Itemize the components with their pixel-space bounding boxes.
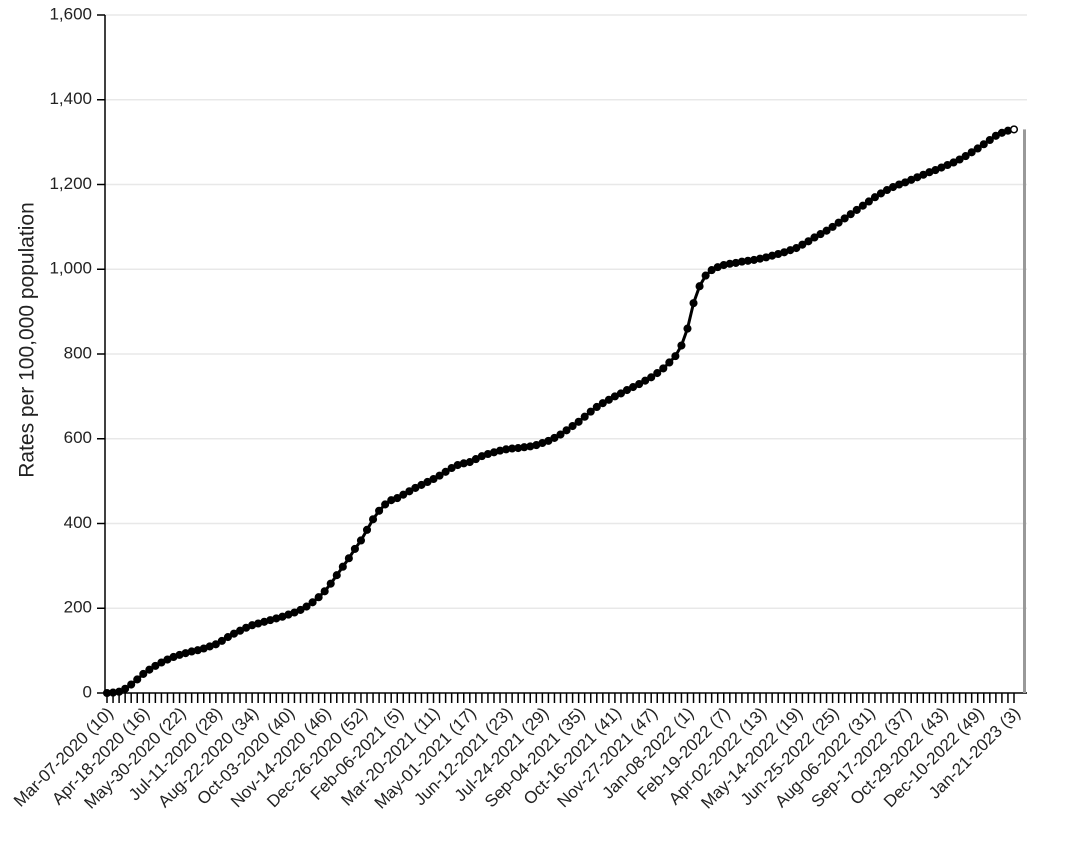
point [852,205,861,214]
point [598,399,607,408]
y-tick-label: 1,600 [49,4,92,23]
point [127,680,136,689]
point [375,506,384,515]
point [326,579,335,588]
y-axis-label: Rates per 100,000 population [16,202,39,478]
point [647,373,656,382]
point [689,299,698,308]
point [139,669,148,678]
point [350,544,359,553]
point [586,407,595,416]
point [435,471,444,480]
point [562,426,571,435]
point [1009,125,1019,134]
point [223,633,232,642]
point [979,140,988,149]
point [864,197,873,206]
y-tick-label: 1,000 [49,259,92,278]
y-tick-label: 1,400 [49,89,92,108]
point [677,341,686,350]
point [429,474,438,484]
point [344,554,353,563]
point [834,218,843,227]
point [332,571,341,580]
point [574,417,583,426]
y-tick-label: 0 [83,682,92,701]
point [211,640,220,649]
point [296,605,305,614]
point [338,562,347,571]
point [314,593,323,602]
point [604,395,613,404]
point [683,324,692,333]
point [145,665,154,674]
point [876,189,886,198]
point [665,358,674,367]
y-tick-label: 1,200 [49,174,92,193]
point [399,490,408,499]
point [393,494,402,503]
y-tick-label: 800 [64,343,92,362]
point [822,226,831,235]
point [356,536,366,545]
point [870,193,879,202]
point [556,430,565,439]
point [151,661,160,670]
point [362,525,372,534]
point [671,352,680,361]
point [653,369,662,378]
point [810,233,819,242]
y-tick-label: 400 [64,513,92,532]
point [381,500,390,509]
point [840,214,849,223]
point [121,684,130,693]
point [320,587,329,596]
point [816,230,825,239]
point [961,152,970,161]
point [701,271,710,280]
point [955,155,964,164]
point [133,675,142,684]
point [302,602,311,611]
point [550,433,559,442]
point [308,598,317,607]
point [798,240,807,249]
point [405,487,414,496]
y-tick-label: 200 [64,598,92,617]
point [369,515,378,524]
point [967,148,976,157]
point [659,364,668,373]
point [985,135,994,145]
point [846,210,855,219]
point [641,376,650,385]
point [858,201,867,210]
point [217,636,226,645]
point [580,412,589,421]
point [804,237,813,246]
point [616,389,626,398]
point [973,144,982,153]
point [441,467,450,476]
point [792,244,801,253]
y-tick-label: 600 [64,428,92,447]
point [568,421,577,431]
point [828,222,837,231]
point [635,380,644,389]
hover-indicator [1023,129,1026,694]
point [592,402,601,412]
point [695,282,704,291]
